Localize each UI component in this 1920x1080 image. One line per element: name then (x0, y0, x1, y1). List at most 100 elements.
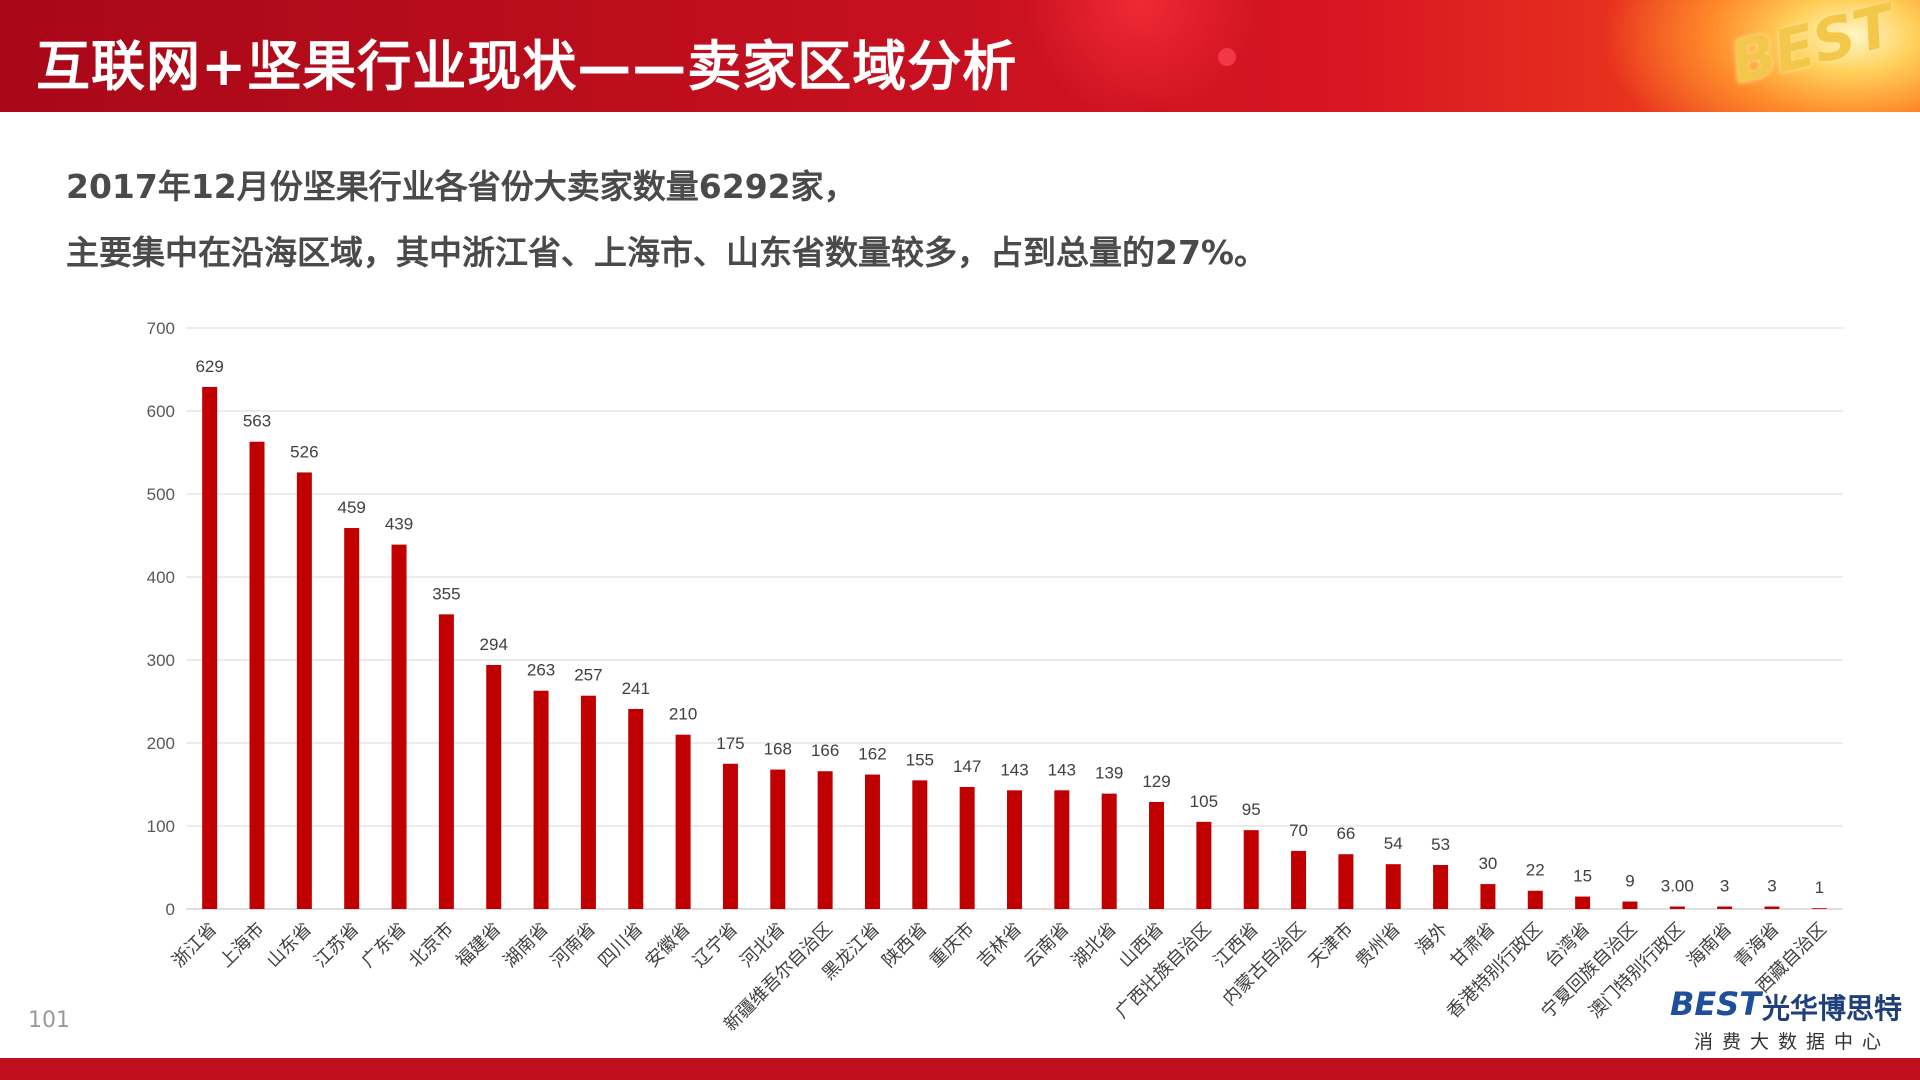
data-label: 3.00 (1661, 877, 1694, 896)
bar (533, 690, 549, 909)
bar (1480, 884, 1496, 909)
data-label: 355 (432, 584, 460, 603)
bottom-bar (0, 1058, 1920, 1080)
data-label: 3 (1767, 877, 1776, 896)
bar (1622, 901, 1638, 909)
bar (1764, 906, 1780, 909)
x-category-label: 湖南省 (500, 919, 553, 972)
y-tick-label: 700 (147, 319, 175, 338)
bar (1717, 906, 1733, 909)
x-category-label: 内蒙古自治区 (1219, 919, 1310, 1010)
x-category-label: 云南省 (1020, 919, 1073, 972)
bar (1811, 908, 1827, 909)
data-label: 3 (1720, 877, 1729, 896)
data-label: 257 (574, 666, 602, 685)
data-label: 143 (1048, 760, 1076, 779)
data-label: 54 (1384, 834, 1403, 853)
data-label: 629 (195, 357, 223, 376)
footer-logo: BEST 光华博思特 消费大数据中心 (1670, 985, 1903, 1053)
banner-dot (1218, 48, 1236, 66)
bar (1527, 890, 1543, 909)
x-category-label: 上海市 (216, 919, 269, 972)
bar (912, 780, 928, 909)
summary-line-2: 主要集中在沿海区域，其中浙江省、上海市、山东省数量较多，占到总量的27%。 (66, 233, 1267, 272)
bar (1291, 850, 1307, 909)
y-tick-label: 200 (147, 734, 175, 753)
data-label: 66 (1336, 824, 1355, 843)
data-label: 30 (1478, 854, 1497, 873)
bar (1385, 864, 1401, 909)
footer-logo-best: BEST (1670, 985, 1762, 1023)
banner-light-burst (1600, 0, 1920, 112)
data-label: 563 (243, 412, 271, 431)
bar (675, 734, 691, 909)
x-category-label: 安徽省 (642, 919, 695, 972)
data-label: 22 (1526, 861, 1545, 880)
y-tick-label: 0 (166, 900, 175, 919)
bar (770, 769, 786, 909)
x-category-label: 天津市 (1304, 919, 1357, 972)
page-number: 101 (28, 1008, 70, 1033)
bar (1054, 790, 1070, 909)
data-label: 526 (290, 442, 318, 461)
x-category-label: 吉林省 (973, 919, 1026, 972)
x-category-label: 海南省 (1683, 919, 1736, 972)
bar (486, 664, 502, 909)
bar (1243, 830, 1259, 909)
bar (1196, 821, 1212, 909)
x-category-label: 四川省 (594, 919, 647, 972)
bar (1149, 801, 1165, 909)
data-label: 1 (1815, 878, 1824, 897)
data-label: 241 (622, 679, 650, 698)
bar (249, 441, 265, 909)
bar (580, 695, 596, 909)
data-label: 105 (1190, 792, 1218, 811)
data-label: 155 (906, 750, 934, 769)
bar (817, 771, 833, 909)
bar (438, 614, 454, 909)
x-category-label: 江苏省 (310, 919, 363, 972)
y-tick-label: 500 (147, 485, 175, 504)
y-tick-label: 400 (147, 568, 175, 587)
bar (1338, 854, 1354, 909)
data-label: 294 (480, 635, 508, 654)
x-category-label: 河南省 (547, 919, 600, 972)
bar (202, 386, 218, 909)
bar (1433, 865, 1449, 909)
page-title: 互联网+坚果行业现状——卖家区域分析 (36, 35, 1018, 98)
footer-logo-subtitle: 消费大数据中心 (1694, 1031, 1891, 1053)
bar (1669, 906, 1685, 909)
bar (1101, 793, 1117, 909)
data-label: 210 (669, 705, 697, 724)
data-label: 175 (716, 734, 744, 753)
x-category-label: 贵州省 (1352, 919, 1405, 972)
x-category-label: 北京市 (405, 919, 458, 972)
data-label: 53 (1431, 835, 1450, 854)
bar (722, 763, 738, 909)
bar (344, 528, 360, 909)
x-category-label: 山东省 (263, 919, 316, 972)
x-category-label: 陕西省 (878, 919, 931, 972)
bar (959, 786, 975, 909)
bar (628, 708, 644, 909)
data-label: 263 (527, 661, 555, 680)
bar (391, 544, 407, 909)
x-category-label: 浙江省 (168, 919, 221, 972)
bar (1007, 790, 1022, 909)
data-label: 459 (338, 498, 366, 517)
data-label: 9 (1625, 872, 1634, 891)
data-label: 70 (1289, 821, 1308, 840)
data-label: 143 (1000, 760, 1028, 779)
data-label: 168 (764, 740, 792, 759)
data-label: 439 (385, 515, 413, 534)
summary-line-1: 2017年12月份坚果行业各省份大卖家数量6292家， (66, 167, 857, 206)
y-tick-label: 600 (147, 402, 175, 421)
x-category-label: 湖北省 (1068, 919, 1121, 972)
footer-logo-name: 光华博思特 (1762, 992, 1903, 1025)
data-label: 147 (953, 757, 981, 776)
x-category-label: 福建省 (452, 919, 505, 972)
x-category-label: 辽宁省 (689, 919, 742, 972)
data-label: 166 (811, 741, 839, 760)
data-label: 129 (1142, 772, 1170, 791)
